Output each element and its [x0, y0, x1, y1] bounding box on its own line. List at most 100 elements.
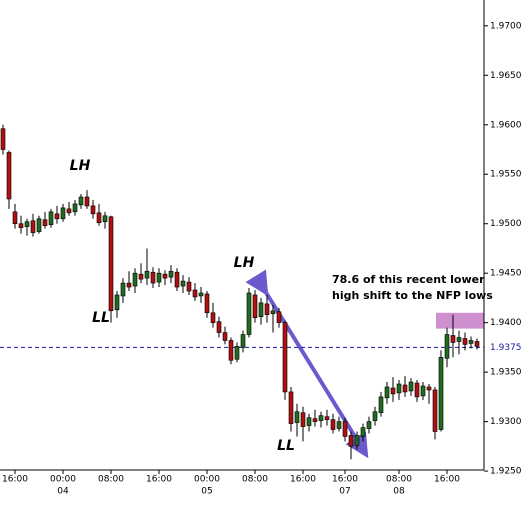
candle-body — [366, 421, 372, 429]
candle-body — [258, 302, 264, 318]
candle-body — [216, 321, 222, 333]
x-tick-label: 00:00 — [50, 475, 76, 485]
candle-body — [474, 341, 480, 347]
candle-body — [462, 338, 468, 345]
candle-body — [228, 340, 234, 361]
x-tick-label: 08:00 — [98, 475, 124, 485]
candle-body — [372, 411, 378, 421]
candle-body — [36, 218, 42, 232]
candle-body — [396, 383, 402, 394]
candle-body — [84, 196, 90, 207]
x-tick-label: 16:00 — [332, 475, 358, 485]
candle-body — [336, 421, 342, 429]
candle-body — [468, 340, 474, 344]
candle-body — [48, 211, 54, 226]
candle-body — [24, 221, 30, 227]
candle-body — [0, 128, 6, 150]
candle-body — [96, 212, 102, 224]
x-tick-label: 16:00 — [2, 475, 28, 485]
candle-body — [300, 412, 306, 427]
candle-body — [318, 415, 324, 421]
candle-body — [252, 294, 258, 319]
candle-body — [30, 220, 36, 233]
candle-body — [330, 419, 336, 430]
candle-body — [264, 303, 270, 316]
candle-body — [12, 211, 18, 225]
candle-body — [402, 384, 408, 393]
candle-body — [294, 411, 300, 423]
candle-body — [426, 386, 432, 391]
candle-body — [324, 416, 330, 420]
candle-body — [354, 435, 360, 446]
candle-body — [438, 356, 444, 430]
candle-body — [132, 272, 138, 287]
zone — [436, 312, 484, 329]
candle-body — [420, 385, 426, 397]
x-tick-label: 00:00 — [194, 475, 220, 485]
x-tick-label: 08:00 — [242, 475, 268, 485]
y-tick-label: 1.9500 — [490, 219, 522, 229]
candle-body — [66, 208, 72, 214]
candle-body — [120, 282, 126, 297]
candle-body — [240, 334, 246, 348]
candle-body — [144, 270, 150, 279]
candle-body — [42, 219, 48, 226]
candle-body — [90, 205, 96, 215]
candle-body — [450, 335, 456, 343]
candle-body — [378, 396, 384, 414]
candle-body — [198, 292, 204, 297]
annotation: LH — [70, 158, 91, 174]
candle-body — [102, 215, 108, 223]
x-tick-label: 16:00 — [290, 475, 316, 485]
x-date-label: 07 — [339, 487, 350, 497]
candle-body — [342, 421, 348, 437]
candle-body — [6, 152, 12, 200]
candle-body — [114, 294, 120, 311]
candle-body — [18, 223, 24, 228]
candle-body — [138, 273, 144, 280]
candle-body — [360, 427, 366, 437]
y-tick-label: 1.9450 — [490, 269, 522, 279]
y-tick-label: 1.9400 — [490, 318, 522, 328]
candle-body — [168, 270, 174, 278]
x-tick-label: 08:00 — [386, 475, 412, 485]
candle-body — [408, 381, 414, 392]
y-tick-label: 1.9700 — [490, 21, 522, 31]
candle-body — [384, 386, 390, 399]
y-tick-label: 1.9300 — [490, 417, 522, 427]
candle-body — [414, 382, 420, 398]
x-date-label: 05 — [201, 487, 212, 497]
candle-body — [174, 271, 180, 288]
candle-body — [348, 435, 354, 447]
note: 78.6 of this recent lower — [332, 273, 485, 286]
annotation: LH — [234, 255, 255, 271]
candle-body — [276, 311, 282, 323]
candle-body — [204, 293, 210, 314]
candle-body — [162, 273, 168, 279]
y-tick-label: 1.9550 — [490, 170, 522, 180]
candle-body — [234, 346, 240, 360]
candle-body — [180, 280, 186, 287]
candle-body — [78, 196, 84, 206]
y-tick-label: 1.9250 — [490, 467, 522, 477]
candle-body — [210, 312, 216, 323]
candle-body — [126, 282, 132, 288]
candle-body — [72, 203, 78, 213]
y-tick-label: 1.9600 — [490, 120, 522, 130]
candle-body — [282, 322, 288, 393]
candle-body — [222, 332, 228, 341]
candle-body — [432, 389, 438, 432]
candle-body — [60, 207, 66, 220]
candle-body — [288, 391, 294, 424]
x-date-label: 08 — [393, 487, 405, 497]
candle-body — [306, 417, 312, 426]
y-tick-label: 1.9650 — [490, 71, 522, 81]
candle-body — [156, 272, 162, 283]
candle-body — [456, 337, 462, 342]
annotation: LL — [277, 438, 295, 454]
y-tick-label: 1.9350 — [490, 368, 522, 378]
x-tick-label: 16:00 — [434, 475, 460, 485]
candle-body — [150, 271, 156, 284]
